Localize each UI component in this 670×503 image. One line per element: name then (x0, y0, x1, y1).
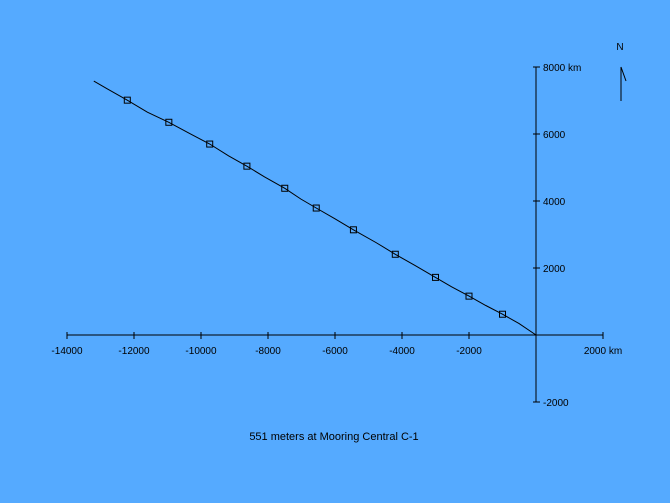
daily-marker (281, 184, 289, 192)
y-tick-label: 6000 (543, 130, 566, 141)
x-ticks: -14000 -12000 -10000 -8000 -6000 -4000 -2000 20… (51, 332, 622, 357)
x-tick-label: 2000 km (584, 346, 622, 357)
daily-marker (206, 140, 214, 148)
daily-marker (165, 118, 173, 126)
y-ticks: -2000 2000 4000 6000 8000 km (533, 63, 581, 409)
daily-marker (243, 162, 251, 170)
daily-marker (123, 96, 131, 104)
marker-layer (123, 96, 506, 318)
x-tick-label: -4000 (389, 346, 415, 357)
daily-marker (391, 250, 399, 258)
y-tick-label: -2000 (543, 398, 569, 409)
trajectory-line (93, 80, 537, 336)
x-tick-label: -8000 (255, 346, 281, 357)
chart-title: 551 meters at Mooring Central C-1 (249, 431, 418, 443)
daily-marker (499, 310, 506, 318)
north-arrow: N (616, 42, 627, 101)
daily-marker (349, 226, 357, 234)
daily-marker (465, 292, 473, 300)
series-layer (93, 80, 537, 336)
y-tick-label: 8000 km (543, 63, 581, 74)
north-label: N (616, 42, 623, 53)
x-tick-label: -2000 (456, 346, 482, 357)
x-tick-label: -14000 (51, 346, 83, 357)
x-tick-label: -10000 (185, 346, 217, 357)
y-tick-label: 4000 (543, 197, 566, 208)
north-arrow-icon (620, 66, 627, 101)
x-tick-label: -12000 (118, 346, 150, 357)
y-tick-label: 2000 (543, 264, 566, 275)
daily-marker (312, 204, 320, 212)
x-tick-label: -6000 (322, 346, 348, 357)
daily-marker (432, 273, 439, 281)
